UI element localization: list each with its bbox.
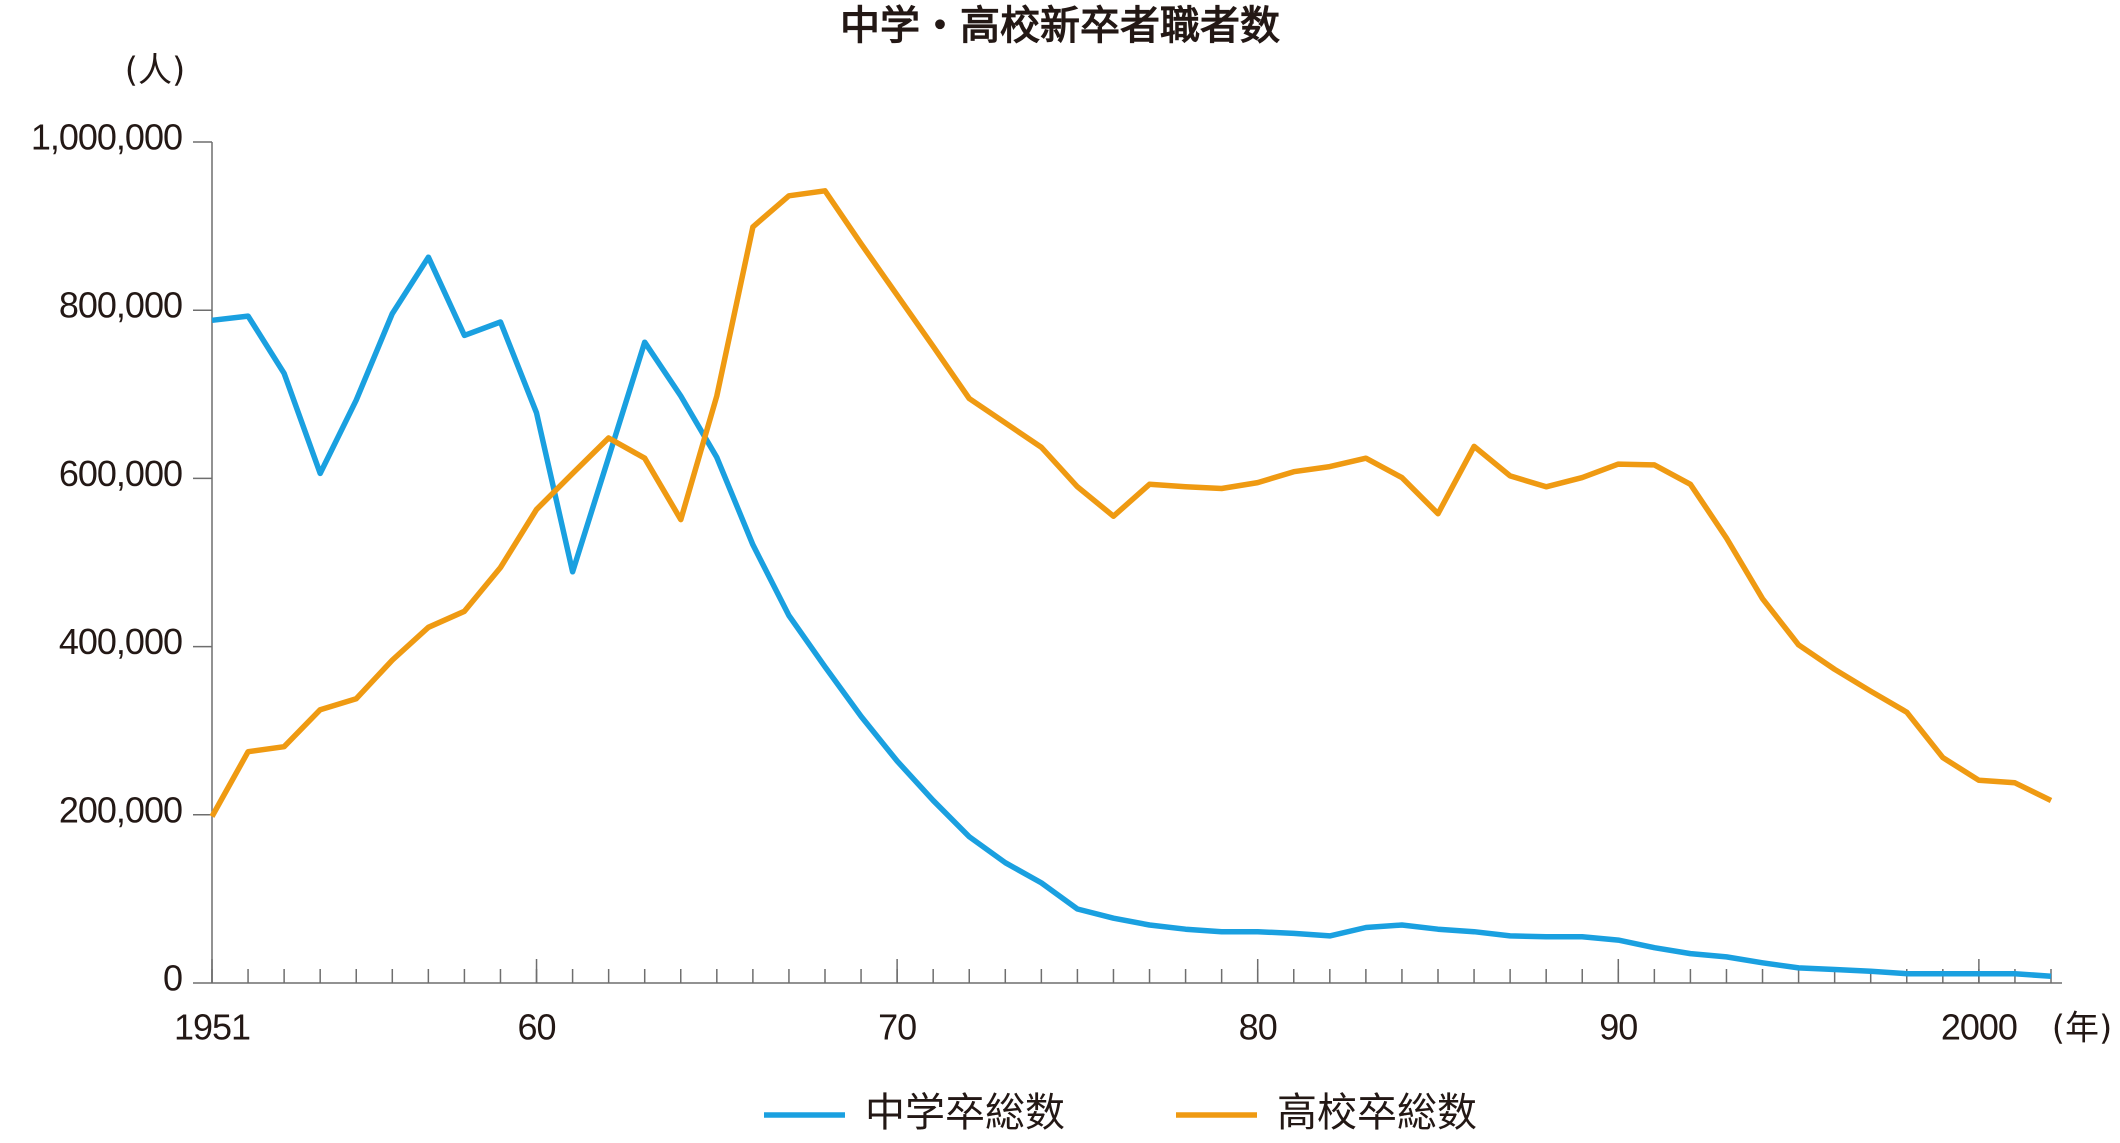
x-tick-label: 70 [878, 1007, 916, 1048]
y-tick-label: 600,000 [59, 453, 182, 494]
y-tick-label: 1,000,000 [31, 117, 182, 158]
x-tick-label: 90 [1599, 1007, 1637, 1048]
chart-title: 中学・高校新卒者職者数 [840, 3, 1280, 49]
x-tick-label: 60 [518, 1007, 556, 1048]
y-tick-label: 0 [163, 958, 182, 999]
x-tick-label: 2000 [1941, 1007, 2017, 1048]
y-tick-label: 400,000 [59, 621, 182, 662]
legend-label: 高校卒総数 [1277, 1090, 1477, 1136]
y-tick-label: 200,000 [59, 789, 182, 830]
x-axis-label: (年) [2052, 1009, 2113, 1049]
legend-label: 中学卒総数 [865, 1090, 1065, 1136]
x-tick-label: 80 [1239, 1007, 1277, 1048]
x-tick-label: 1951 [174, 1007, 250, 1048]
y-tick-label: 800,000 [59, 285, 182, 326]
y-axis-label: (人) [125, 51, 186, 91]
series-line [211, 254, 2052, 980]
series-line [209, 188, 2053, 818]
